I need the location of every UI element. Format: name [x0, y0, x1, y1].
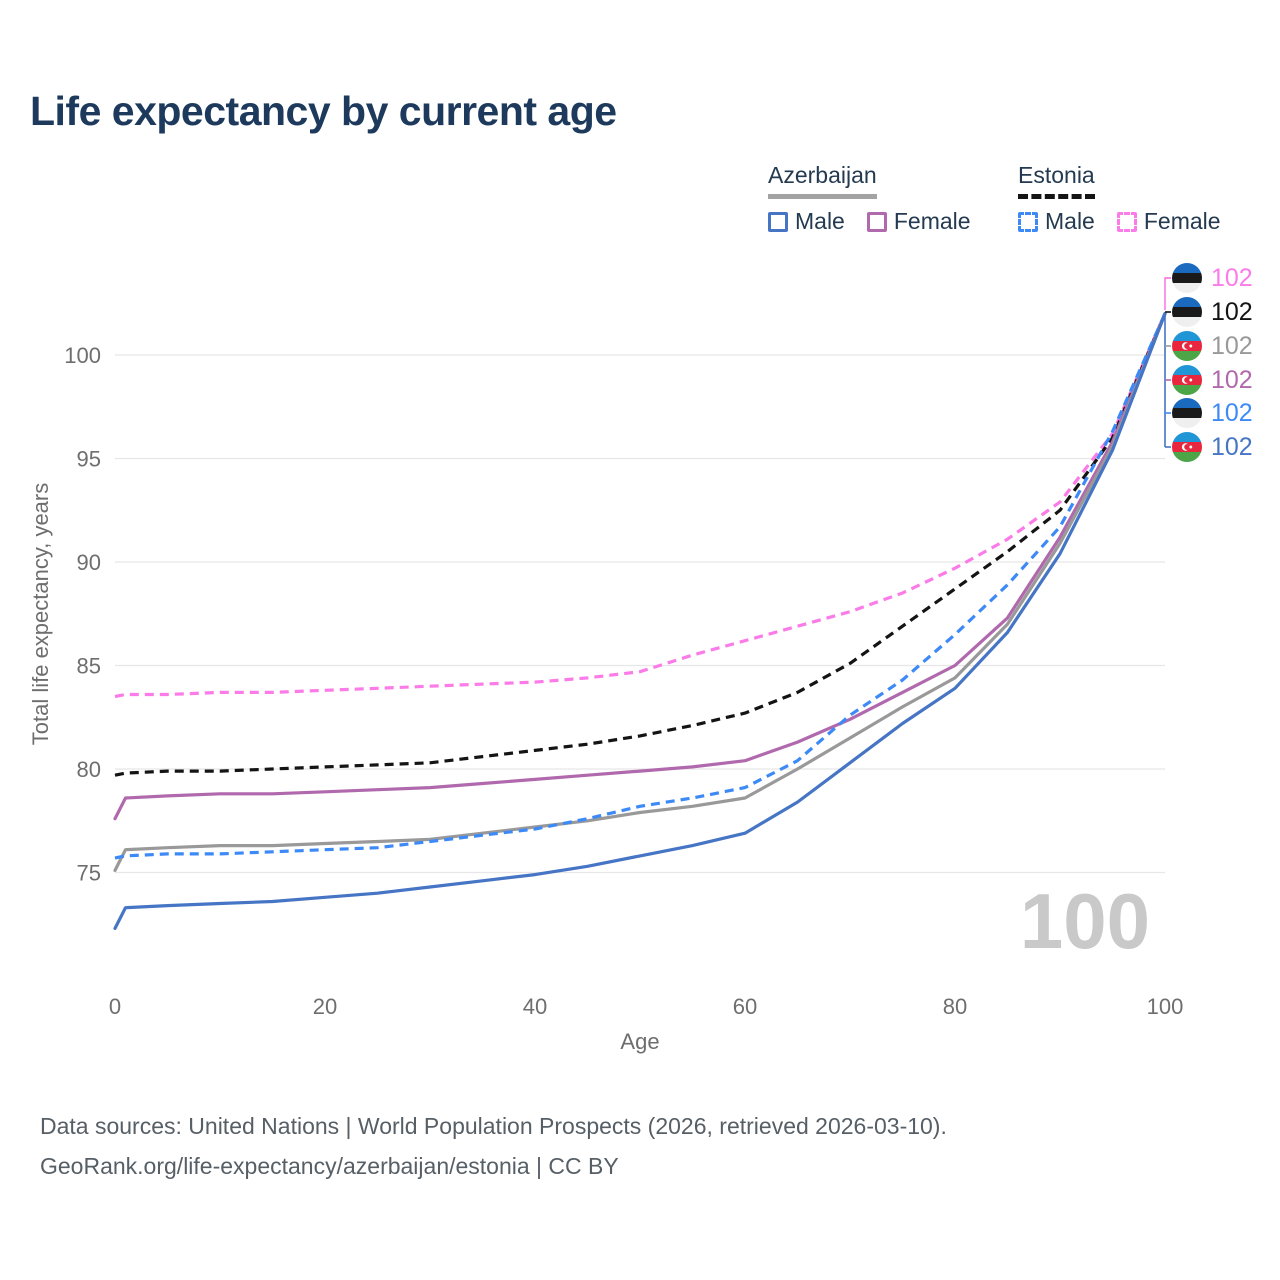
- azerbaijan-flag-icon: [1172, 365, 1202, 395]
- legend-group-estonia: Estonia Male Female: [1018, 162, 1221, 235]
- x-tick-100: 100: [1147, 994, 1184, 1019]
- series-line-azerbaijan: [113, 312, 1167, 872]
- x-tick-80: 80: [943, 994, 967, 1019]
- footer-data-sources: Data sources: United Nations | World Pop…: [40, 1113, 947, 1139]
- y-axis-label: Total life expectancy, years: [28, 483, 53, 746]
- legend-items: Male Female: [1018, 208, 1221, 235]
- end-label-azerbaijan-female: 102: [1172, 363, 1253, 397]
- estonia-flag-icon: [1172, 398, 1202, 428]
- y-tick-75: 75: [77, 861, 101, 886]
- azerbaijan-flag-icon: [1172, 432, 1202, 462]
- y-tick-80: 80: [77, 757, 101, 782]
- legend-country-azerbaijan: Azerbaijan: [768, 162, 877, 199]
- x-tick-20: 20: [313, 994, 337, 1019]
- legend-swatch-icon: [866, 211, 887, 232]
- x-tick-40: 40: [523, 994, 547, 1019]
- legend-toggle-estonia-female[interactable]: Female: [1116, 208, 1221, 235]
- legend-swatch-icon: [1018, 211, 1038, 232]
- footer-attribution: GeoRank.org/life-expectancy/azerbaijan/e…: [40, 1153, 619, 1179]
- page-title: Life expectancy by current age: [30, 88, 617, 134]
- legend-label: Female: [1143, 208, 1221, 234]
- x-tick-0: 0: [109, 994, 121, 1019]
- series-line-estonia: [114, 312, 1167, 777]
- end-label-estonia-male: 102: [1172, 396, 1253, 430]
- end-value: 102: [1211, 297, 1253, 326]
- legend-label: Male: [1045, 208, 1095, 234]
- series-line-azerbaijan-female: [113, 312, 1167, 821]
- y-tick-90: 90: [77, 550, 101, 575]
- legend-label: Female: [893, 208, 971, 234]
- end-value: 102: [1211, 331, 1253, 360]
- legend-toggle-azerbaijan-male[interactable]: Male: [768, 208, 845, 235]
- end-value: 102: [1211, 365, 1253, 394]
- x-axis-label: Age: [620, 1029, 659, 1054]
- y-tick-85: 85: [77, 654, 101, 679]
- end-label-estonia: 102: [1172, 295, 1253, 329]
- y-tick-95: 95: [77, 447, 101, 472]
- estonia-flag-icon: [1172, 297, 1202, 327]
- age-watermark: 100: [1020, 877, 1150, 965]
- series-line-estonia-male: [114, 312, 1167, 860]
- legend-group-azerbaijan: Azerbaijan Male Female: [768, 162, 971, 235]
- legend-toggle-estonia-male[interactable]: Male: [1018, 208, 1095, 235]
- y-tick-100: 100: [64, 343, 101, 368]
- estonia-flag-icon: [1172, 263, 1202, 293]
- end-label-azerbaijan: 102: [1172, 329, 1253, 363]
- x-tick-60: 60: [733, 994, 757, 1019]
- series-line-azerbaijan-male: [113, 312, 1167, 930]
- legend-country-estonia: Estonia: [1018, 162, 1095, 199]
- leader-line-top: [1164, 277, 1171, 310]
- series-line-estonia-female: [114, 312, 1167, 699]
- legend-label: Male: [795, 208, 845, 234]
- end-label-estonia-female: 102: [1172, 261, 1253, 295]
- end-value: 102: [1211, 398, 1253, 427]
- end-value: 102: [1211, 432, 1253, 461]
- azerbaijan-flag-icon: [1172, 331, 1202, 361]
- legend-swatch-icon: [768, 211, 788, 232]
- end-label-azerbaijan-male: 102: [1172, 430, 1253, 464]
- legend-swatch-icon: [1116, 211, 1137, 232]
- legend-toggle-azerbaijan-female[interactable]: Female: [866, 208, 971, 235]
- end-value: 102: [1211, 263, 1253, 292]
- legend-items: Male Female: [768, 208, 971, 235]
